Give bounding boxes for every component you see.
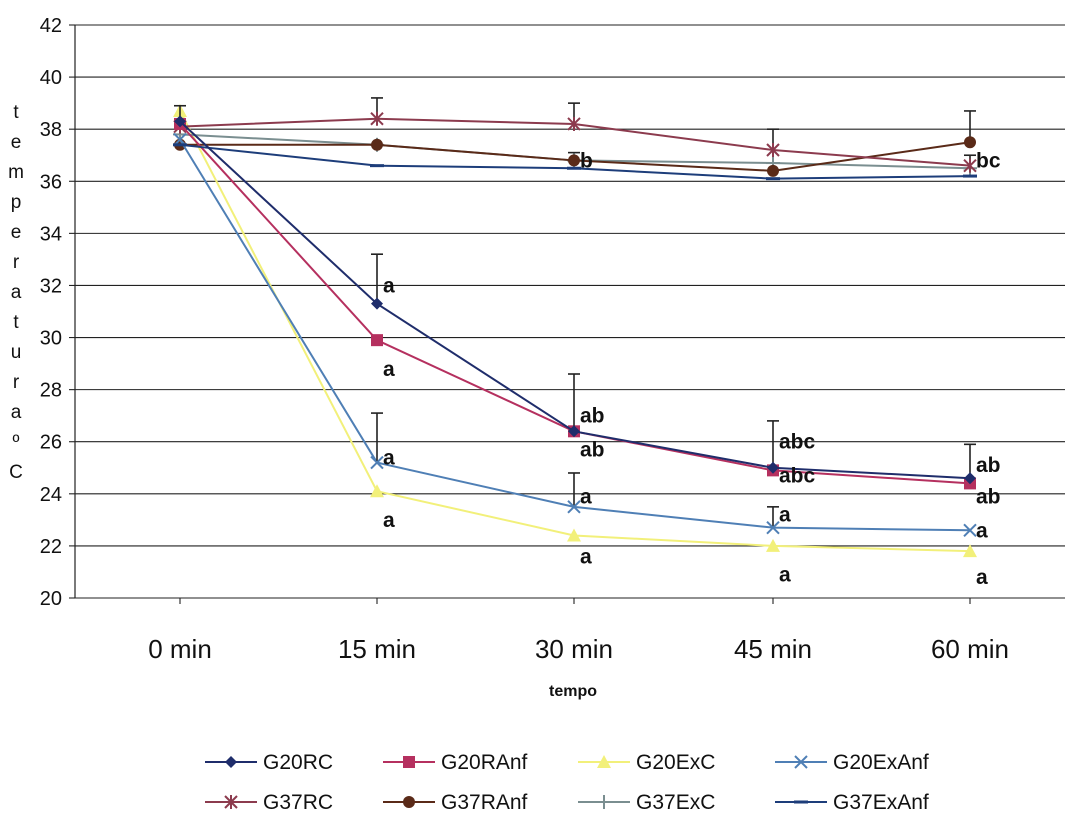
legend-item-G20ExC: G20ExC: [578, 751, 715, 774]
y-tick-label: 40: [40, 67, 62, 89]
y-axis-label-char: r: [13, 372, 20, 393]
marker: [403, 756, 415, 768]
significance-label: a: [976, 519, 988, 542]
x-tick-label: 0 min: [148, 634, 212, 664]
y-tick-label: 34: [40, 223, 62, 245]
y-axis-label-char: a: [11, 282, 22, 303]
y-axis-label-char: C: [9, 462, 23, 483]
marker: [370, 484, 384, 498]
legend-item-G37RAnf: G37RAnf: [383, 791, 528, 814]
marker: [597, 755, 611, 768]
marker: [767, 164, 779, 177]
y-tick-label: 24: [40, 484, 62, 506]
legend-label: G37RC: [263, 791, 333, 814]
y-tick-label: 32: [40, 275, 62, 297]
x-tick-label: 30 min: [535, 634, 613, 664]
marker: [403, 796, 415, 808]
legend-label: G37RAnf: [441, 791, 528, 814]
significance-label: a: [580, 485, 592, 508]
series-G37ExAnf: [173, 143, 977, 181]
series-G20ExC: [173, 103, 977, 558]
y-tick-label: 20: [40, 588, 62, 610]
legend-item-G37ExAnf: G37ExAnf: [775, 791, 929, 814]
y-axis-label-char: t: [13, 312, 19, 333]
legend-item-G37RC: G37RC: [205, 791, 333, 814]
marker: [964, 472, 976, 485]
legend-label: G20RAnf: [441, 751, 528, 774]
legend-item-G37ExC: G37ExC: [578, 791, 715, 814]
y-axis-label-char: e: [11, 132, 22, 153]
marker: [963, 523, 977, 537]
y-axis-label-char: e: [11, 222, 22, 243]
marker: [767, 461, 779, 474]
legend-label: G20ExC: [636, 751, 715, 774]
legend-label: G37ExC: [636, 791, 715, 814]
marker: [766, 520, 780, 535]
significance-label: ab: [976, 454, 1001, 477]
marker: [225, 756, 237, 768]
y-tick-label: 42: [40, 15, 62, 37]
significance-label: ab: [580, 439, 605, 462]
y-tick-label: 30: [40, 328, 62, 350]
significance-label: a: [383, 274, 395, 297]
marker: [370, 455, 384, 470]
legend-item-G20ExAnf: G20ExAnf: [775, 751, 929, 774]
y-tick-label: 26: [40, 432, 62, 454]
y-axis-label-char: u: [11, 342, 22, 363]
significance-label: a: [779, 504, 791, 527]
legend-label: G37ExAnf: [833, 791, 929, 814]
y-tick-label: 28: [40, 380, 62, 402]
marker: [567, 500, 581, 514]
series-G37RAnf: [174, 110, 976, 177]
y-axis-label-char: a: [11, 402, 22, 423]
legend-item-G20RC: G20RC: [205, 751, 333, 774]
significance-label: abc: [779, 431, 816, 454]
y-axis-label-char: t: [13, 102, 19, 123]
legend-label: G20RC: [263, 751, 333, 774]
y-tick-label: 36: [40, 171, 62, 193]
marker: [568, 154, 580, 167]
marker: [964, 136, 976, 149]
y-axis-label-char: º: [13, 432, 20, 453]
x-tick-label: 45 min: [734, 634, 812, 664]
significance-label: a: [580, 545, 592, 568]
y-axis-label-char: m: [8, 162, 24, 183]
marker: [174, 115, 186, 128]
y-axis-label-char: r: [13, 252, 20, 273]
significance-label: b: [580, 149, 593, 172]
x-tick-label: 15 min: [338, 634, 416, 664]
significance-label: a: [383, 509, 395, 532]
significance-label: ab: [580, 405, 605, 428]
series-G20ExAnf: [173, 132, 977, 537]
y-axis-label-char: p: [11, 192, 22, 213]
significance-label: ab: [976, 485, 1001, 508]
legend-item-G20RAnf: G20RAnf: [383, 751, 528, 774]
significance-label: abc: [779, 465, 816, 488]
significance-label: a: [779, 564, 791, 587]
series-G20RC: [174, 104, 976, 485]
x-axis-title: tempo: [549, 683, 597, 700]
marker: [371, 138, 383, 151]
y-tick-label: 22: [40, 536, 62, 558]
marker: [963, 544, 977, 558]
marker: [794, 755, 808, 769]
marker: [371, 334, 383, 347]
series-line: [179, 120, 971, 480]
significance-label: bc: [976, 149, 1001, 172]
marker: [567, 528, 581, 542]
legend-label: G20ExAnf: [833, 751, 929, 774]
significance-label: a: [383, 446, 395, 469]
marker: [766, 538, 780, 552]
y-tick-label: 38: [40, 119, 62, 141]
significance-label: a: [976, 566, 988, 589]
marker: [568, 425, 580, 438]
significance-label: a: [383, 358, 395, 381]
x-tick-label: 60 min: [931, 634, 1009, 664]
marker: [371, 297, 383, 310]
